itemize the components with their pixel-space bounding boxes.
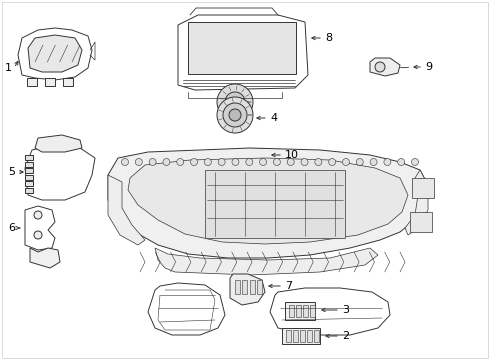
Ellipse shape [315,158,322,166]
Ellipse shape [177,158,184,166]
Polygon shape [155,248,378,275]
Ellipse shape [225,92,245,112]
Bar [310,305,315,317]
Bar [25,188,33,193]
Bar [410,212,432,232]
Text: 5: 5 [8,167,15,177]
Bar [303,305,308,317]
Ellipse shape [149,158,156,166]
Text: 10: 10 [285,150,299,160]
Polygon shape [108,175,145,245]
Bar [286,330,291,342]
Text: 2: 2 [342,331,349,341]
Bar [25,181,33,186]
Polygon shape [370,58,400,76]
Bar [45,78,55,86]
Ellipse shape [217,97,253,133]
Text: 4: 4 [270,113,277,123]
Ellipse shape [191,158,197,166]
Ellipse shape [163,158,170,166]
Bar [300,330,305,342]
Ellipse shape [229,109,241,121]
Ellipse shape [370,158,377,166]
Ellipse shape [223,103,247,127]
Bar [27,78,37,86]
Bar [296,305,301,317]
Ellipse shape [356,158,363,166]
Ellipse shape [34,231,42,239]
Ellipse shape [260,158,267,166]
Bar [307,330,312,342]
Text: 9: 9 [425,62,432,72]
Ellipse shape [218,158,225,166]
Bar [242,280,247,294]
Bar [63,78,73,86]
Bar [25,162,33,167]
Ellipse shape [375,62,385,72]
Text: 6: 6 [8,223,15,233]
Polygon shape [270,288,390,335]
Ellipse shape [412,158,418,166]
Bar [314,330,319,342]
Text: 8: 8 [325,33,332,43]
Bar [285,302,315,320]
Ellipse shape [287,158,294,166]
Ellipse shape [273,158,280,166]
Polygon shape [148,283,225,335]
Bar [25,175,33,180]
Bar [258,150,264,160]
Ellipse shape [34,211,42,219]
Ellipse shape [398,158,405,166]
Polygon shape [108,148,428,258]
Ellipse shape [301,158,308,166]
Polygon shape [25,206,55,250]
Bar [289,305,294,317]
Text: 7: 7 [285,281,292,291]
Polygon shape [30,248,60,268]
Bar [25,168,33,173]
Polygon shape [25,145,95,200]
Bar [248,148,266,162]
Bar [250,150,256,160]
Polygon shape [230,274,265,305]
Ellipse shape [122,158,128,166]
Text: 3: 3 [342,305,349,315]
Bar [412,178,434,198]
Bar [25,155,33,160]
Ellipse shape [232,158,239,166]
Polygon shape [405,170,428,235]
Bar [257,280,262,294]
Polygon shape [18,28,92,80]
Bar [282,328,320,344]
Polygon shape [178,15,308,90]
Text: 1: 1 [5,63,12,73]
Bar [235,280,240,294]
Polygon shape [28,35,82,72]
Polygon shape [128,158,408,244]
Ellipse shape [204,158,211,166]
Bar [293,330,298,342]
Ellipse shape [135,158,142,166]
Bar [250,280,255,294]
Ellipse shape [246,158,253,166]
Ellipse shape [384,158,391,166]
Ellipse shape [329,158,336,166]
Bar [188,22,296,74]
Polygon shape [35,135,82,152]
Bar [205,170,345,238]
Ellipse shape [217,84,253,120]
Ellipse shape [343,158,349,166]
